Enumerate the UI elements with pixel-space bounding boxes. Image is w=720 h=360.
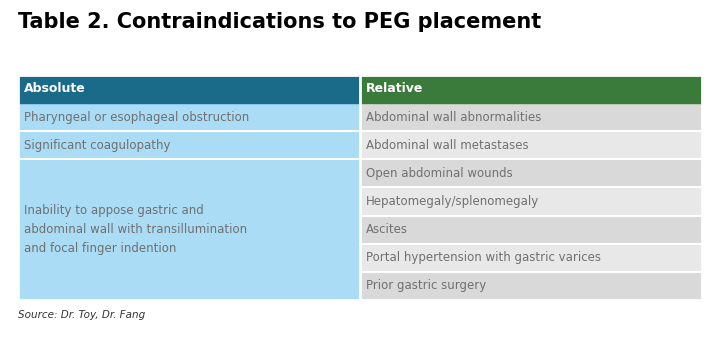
Text: Portal hypertension with gastric varices: Portal hypertension with gastric varices xyxy=(366,251,601,264)
Text: Inability to appose gastric and
abdominal wall with transillumination
and focal : Inability to appose gastric and abdomina… xyxy=(24,204,247,255)
Bar xyxy=(360,188,702,216)
Text: Relative: Relative xyxy=(366,82,423,95)
Text: Table 2. Contraindications to PEG placement: Table 2. Contraindications to PEG placem… xyxy=(18,12,541,32)
Bar xyxy=(360,75,702,103)
Bar xyxy=(360,131,702,159)
Text: Abdominal wall abnormalities: Abdominal wall abnormalities xyxy=(366,111,541,123)
Text: Pharyngeal or esophageal obstruction: Pharyngeal or esophageal obstruction xyxy=(24,111,249,123)
Bar xyxy=(360,159,702,188)
Text: Open abdominal wounds: Open abdominal wounds xyxy=(366,167,513,180)
Text: Abdominal wall metastases: Abdominal wall metastases xyxy=(366,139,528,152)
Bar xyxy=(360,272,702,300)
Bar xyxy=(360,103,702,131)
Bar xyxy=(360,216,702,244)
Bar xyxy=(360,244,702,272)
Text: Absolute: Absolute xyxy=(24,82,86,95)
Bar xyxy=(18,75,702,300)
Text: Prior gastric surgery: Prior gastric surgery xyxy=(366,279,486,292)
Bar xyxy=(18,103,360,300)
Bar xyxy=(18,75,360,103)
Text: Ascites: Ascites xyxy=(366,223,408,236)
Text: Source: Dr. Toy, Dr. Fang: Source: Dr. Toy, Dr. Fang xyxy=(18,310,145,320)
Text: Hepatomegaly/splenomegaly: Hepatomegaly/splenomegaly xyxy=(366,195,539,208)
Text: Significant coagulopathy: Significant coagulopathy xyxy=(24,139,171,152)
